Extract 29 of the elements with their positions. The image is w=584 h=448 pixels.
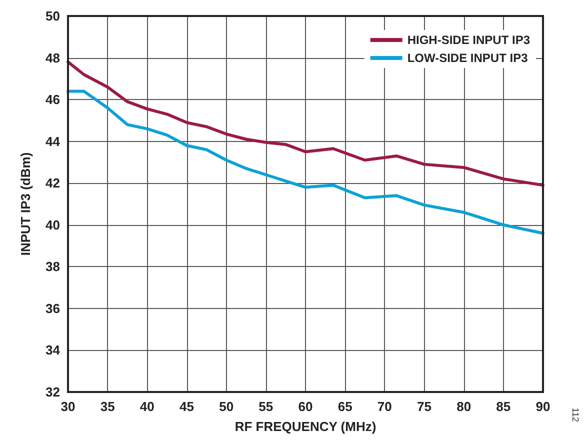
x-tick-label: 70 (377, 399, 392, 414)
legend-label: LOW-SIDE INPUT IP3 (407, 51, 528, 65)
y-tick-label: 44 (46, 134, 61, 149)
y-tick-label: 40 (46, 217, 60, 232)
line-series (66, 90, 544, 235)
x-tick-label: 50 (219, 399, 234, 414)
x-tick-label: 55 (258, 399, 274, 414)
x-tick-label: 65 (338, 399, 352, 414)
y-tick-label: 34 (46, 342, 61, 358)
x-tick-label: 30 (60, 399, 76, 414)
x-tick-label: 40 (140, 399, 154, 414)
y-tick-label: 42 (46, 176, 60, 191)
x-tick-label: 35 (100, 399, 115, 414)
x-tick-label: 45 (180, 399, 194, 414)
x-tick-label: 80 (456, 399, 472, 414)
y-tick-label: 50 (46, 8, 60, 24)
y-tick-label: 32 (46, 384, 60, 400)
x-tick-label: 60 (298, 399, 313, 414)
x-tick-label: 75 (417, 399, 432, 414)
x-tick-label: 85 (496, 399, 511, 414)
x-tick-label: 90 (536, 399, 550, 414)
y-tick-label: 48 (46, 50, 60, 66)
y-tick-label: 38 (46, 259, 60, 274)
legend-label: HIGH-SIDE INPUT IP3 (407, 33, 530, 47)
text: 112 (570, 408, 580, 422)
y-tick-label: 36 (46, 300, 60, 316)
y-tick-label: 46 (46, 92, 60, 108)
x-axis-title: RF FREQUENCY (MHz) (234, 419, 376, 434)
y-axis-title: INPUT IP3 (dBm) (18, 152, 33, 256)
